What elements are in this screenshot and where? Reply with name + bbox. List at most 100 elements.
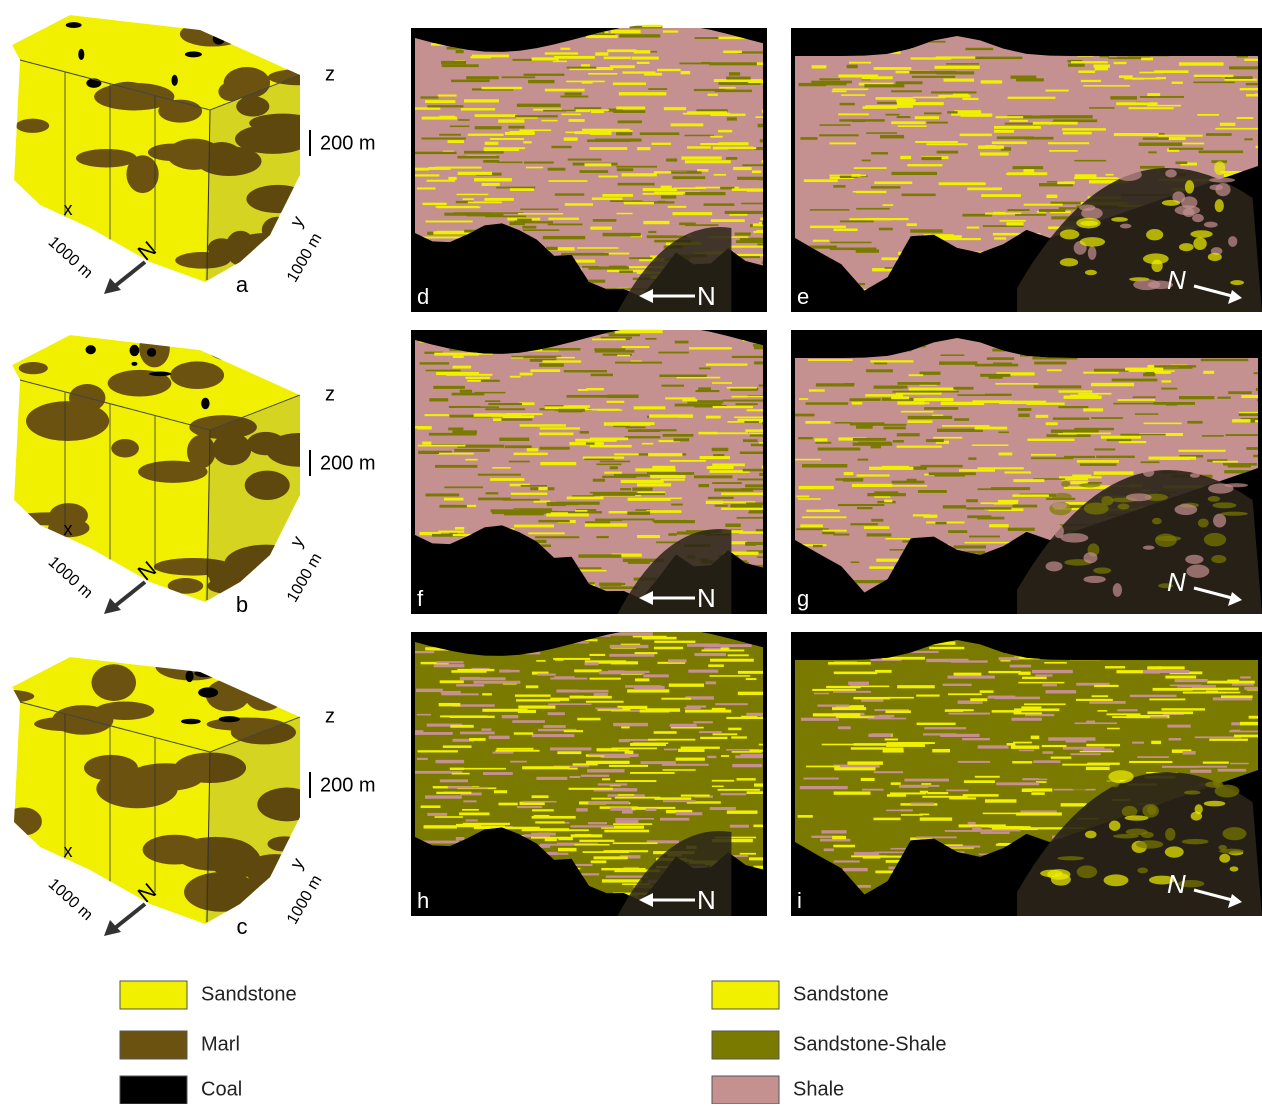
relief-patch bbox=[1137, 868, 1148, 874]
layer-streak bbox=[545, 406, 588, 409]
layer-streak bbox=[455, 406, 499, 408]
coal-body bbox=[149, 372, 171, 377]
layer-streak bbox=[1092, 695, 1109, 697]
layer-streak bbox=[1232, 683, 1254, 685]
layer-streak bbox=[602, 194, 633, 197]
layer-streak bbox=[1119, 75, 1133, 78]
layer-streak bbox=[1013, 166, 1044, 169]
relief-patch bbox=[1208, 253, 1222, 261]
layer-streak bbox=[540, 447, 570, 450]
layer-streak bbox=[502, 76, 536, 78]
layer-streak bbox=[1143, 670, 1189, 673]
layer-streak bbox=[1130, 695, 1177, 697]
layer-streak bbox=[538, 487, 547, 490]
layer-streak bbox=[748, 512, 773, 514]
layer-streak bbox=[535, 536, 579, 538]
layer-streak bbox=[1223, 463, 1257, 465]
layer-streak bbox=[881, 257, 899, 260]
layer-streak bbox=[1024, 703, 1066, 705]
relief-patch bbox=[1052, 502, 1067, 509]
layer-streak bbox=[1135, 315, 1160, 317]
layer-streak bbox=[870, 360, 913, 362]
layer-streak bbox=[594, 693, 608, 696]
layer-streak bbox=[438, 531, 464, 533]
layer-streak bbox=[622, 810, 633, 813]
layer-streak bbox=[948, 530, 967, 533]
layer-streak bbox=[581, 64, 590, 67]
layer-streak bbox=[648, 88, 667, 90]
layer-streak bbox=[643, 193, 683, 195]
relief-patch bbox=[1165, 828, 1175, 841]
layer-streak bbox=[495, 750, 539, 752]
layer-streak bbox=[556, 357, 574, 359]
layer-streak bbox=[412, 152, 456, 154]
layer-streak bbox=[466, 819, 478, 821]
layer-streak bbox=[617, 355, 630, 357]
layer-streak bbox=[858, 459, 869, 461]
layer-streak bbox=[1031, 454, 1056, 456]
layer-streak bbox=[559, 56, 576, 58]
layer-streak bbox=[478, 498, 511, 501]
layer-streak bbox=[980, 832, 1009, 834]
layer-streak bbox=[904, 779, 949, 782]
layer-streak bbox=[1014, 712, 1042, 714]
layer-streak bbox=[891, 90, 922, 92]
layer-streak bbox=[425, 795, 462, 798]
layer-streak bbox=[567, 395, 613, 398]
layer-streak bbox=[590, 445, 632, 448]
layer-streak bbox=[671, 504, 683, 506]
relief-patch bbox=[1060, 229, 1079, 239]
layer-streak bbox=[951, 660, 988, 662]
layer-streak bbox=[694, 89, 725, 91]
layer-streak bbox=[632, 488, 652, 491]
layer-streak bbox=[873, 818, 900, 821]
layer-streak bbox=[963, 794, 999, 797]
layer-streak bbox=[1086, 744, 1120, 747]
layer-streak bbox=[418, 445, 466, 447]
layer-streak bbox=[814, 693, 829, 695]
layer-streak bbox=[838, 726, 851, 729]
layer-streak bbox=[1106, 713, 1140, 715]
marl-body bbox=[111, 439, 139, 457]
layer-streak bbox=[564, 137, 578, 140]
layer-streak bbox=[574, 844, 609, 846]
layer-streak bbox=[798, 498, 821, 500]
layer-streak bbox=[1240, 676, 1251, 678]
layer-streak bbox=[712, 448, 729, 451]
layer-streak bbox=[661, 195, 676, 198]
layer-streak bbox=[812, 65, 827, 68]
layer-streak bbox=[556, 689, 578, 692]
layer-streak bbox=[596, 463, 621, 465]
layer-streak bbox=[500, 670, 520, 673]
layer-streak bbox=[741, 203, 784, 205]
layer-streak bbox=[530, 369, 560, 372]
layer-streak bbox=[1244, 138, 1252, 140]
layer-streak bbox=[435, 816, 463, 818]
layer-streak bbox=[759, 744, 784, 746]
relief-patch bbox=[1061, 533, 1089, 543]
layer-streak bbox=[520, 373, 533, 376]
layer-streak bbox=[493, 752, 514, 754]
relief-patch bbox=[1230, 280, 1244, 285]
layer-streak bbox=[526, 615, 561, 617]
layer-streak bbox=[427, 105, 463, 107]
layer-streak bbox=[604, 472, 622, 474]
layer-streak bbox=[1007, 743, 1016, 746]
layer-streak bbox=[460, 677, 480, 680]
layer-streak bbox=[517, 806, 542, 808]
layer-streak bbox=[517, 219, 531, 222]
layer-streak bbox=[975, 776, 1000, 778]
layer-streak bbox=[641, 761, 676, 764]
layer-streak bbox=[1203, 371, 1214, 374]
layer-streak bbox=[835, 478, 863, 480]
layer-streak bbox=[1149, 457, 1197, 460]
layer-streak bbox=[434, 664, 465, 667]
north-label: N bbox=[697, 281, 716, 311]
layer-streak bbox=[838, 504, 884, 506]
layer-streak bbox=[637, 62, 650, 64]
layer-streak bbox=[1086, 721, 1095, 724]
layer-streak bbox=[498, 119, 524, 122]
relief-patch bbox=[1181, 196, 1197, 208]
layer-streak bbox=[858, 885, 871, 888]
layer-streak bbox=[909, 387, 956, 390]
